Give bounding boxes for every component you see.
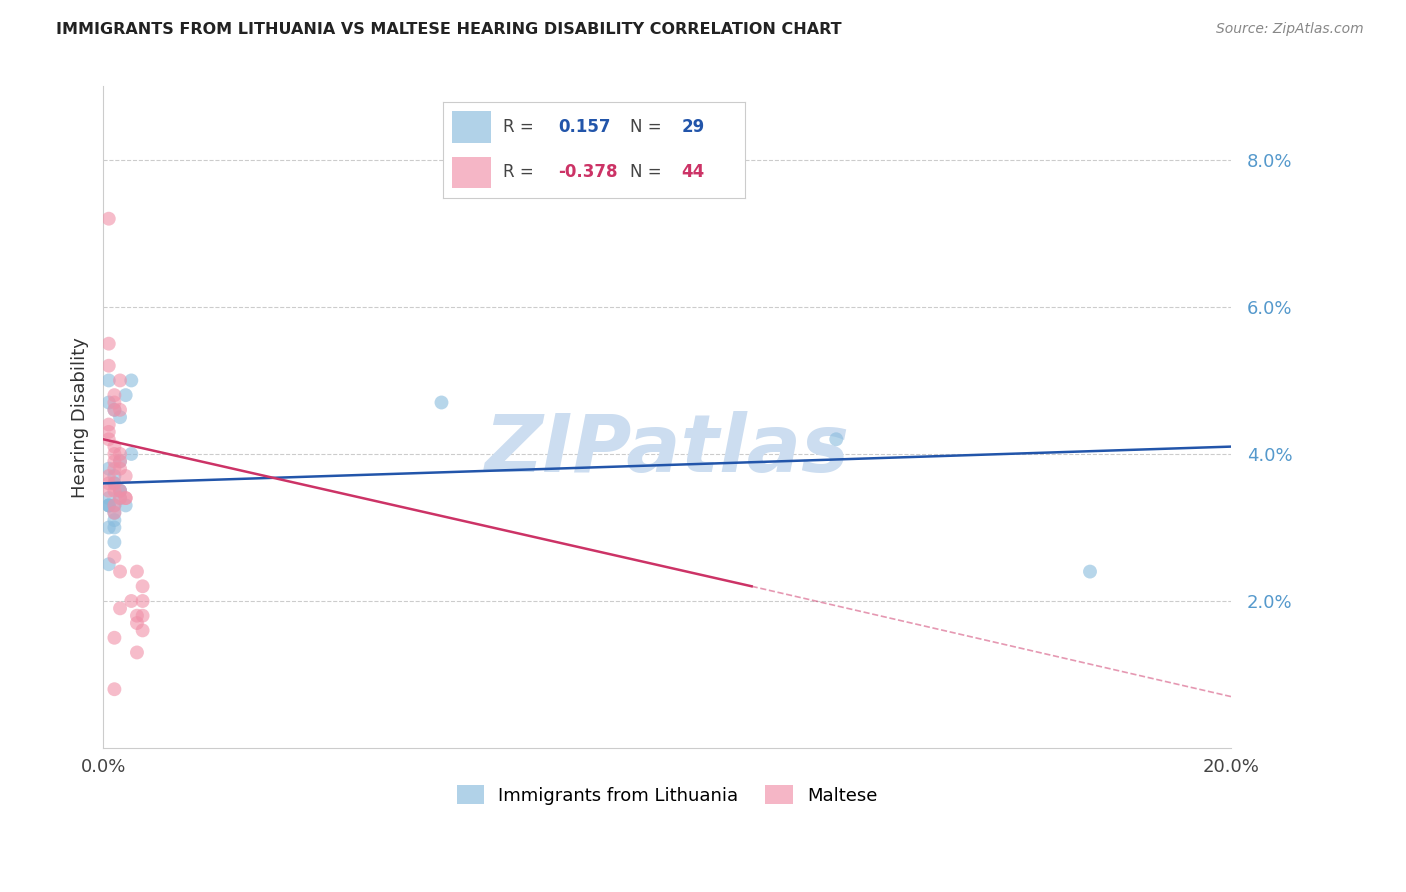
Point <box>108 565 131 579</box>
Point <box>131 624 153 638</box>
Point <box>97 359 120 373</box>
Point <box>97 483 120 498</box>
Point <box>108 402 131 417</box>
Point <box>97 499 120 513</box>
Point <box>430 395 453 409</box>
Point <box>108 454 131 468</box>
Point <box>125 645 148 659</box>
Text: 29: 29 <box>682 119 704 136</box>
Text: R =: R = <box>503 163 534 181</box>
Point <box>103 476 125 491</box>
Point <box>131 579 153 593</box>
Point <box>103 395 125 409</box>
Text: 0.157: 0.157 <box>558 119 610 136</box>
Point <box>103 483 125 498</box>
Point <box>103 535 125 549</box>
Point <box>131 608 153 623</box>
Point <box>103 402 125 417</box>
Point <box>97 499 120 513</box>
Point <box>103 682 125 697</box>
Point <box>108 601 131 615</box>
Point <box>131 594 153 608</box>
Point <box>108 373 131 387</box>
Point <box>97 336 120 351</box>
Point <box>103 499 125 513</box>
Point <box>103 461 125 475</box>
Point <box>103 506 125 520</box>
Point <box>108 454 131 468</box>
Point <box>103 520 125 534</box>
Text: R =: R = <box>503 119 534 136</box>
Legend: Immigrants from Lithuania, Maltese: Immigrants from Lithuania, Maltese <box>450 778 884 812</box>
Point <box>108 483 131 498</box>
Point <box>108 447 131 461</box>
Point <box>108 483 131 498</box>
Point <box>97 461 120 475</box>
Point <box>97 476 120 491</box>
Point <box>120 594 142 608</box>
Text: Source: ZipAtlas.com: Source: ZipAtlas.com <box>1216 22 1364 37</box>
Point <box>97 432 120 446</box>
Point <box>103 454 125 468</box>
Point <box>103 447 125 461</box>
Point <box>103 402 125 417</box>
Point <box>125 615 148 630</box>
Bar <box>451 157 491 188</box>
Point <box>114 388 136 402</box>
Point <box>825 432 848 446</box>
Point <box>103 499 125 513</box>
Point <box>97 469 120 483</box>
Point <box>114 491 136 505</box>
Point <box>103 631 125 645</box>
Point <box>125 565 148 579</box>
Point <box>103 549 125 564</box>
Point <box>114 499 136 513</box>
Point <box>103 388 125 402</box>
Point <box>97 373 120 387</box>
Point <box>103 476 125 491</box>
Point <box>97 499 120 513</box>
Point <box>108 461 131 475</box>
Point <box>108 410 131 425</box>
Text: 44: 44 <box>682 163 704 181</box>
Point <box>1078 565 1101 579</box>
Point <box>103 513 125 527</box>
Point <box>120 373 142 387</box>
Point <box>114 491 136 505</box>
Point <box>114 469 136 483</box>
Point <box>97 395 120 409</box>
Text: ZIPatlas: ZIPatlas <box>485 411 849 490</box>
Point <box>108 491 131 505</box>
Text: N =: N = <box>630 163 662 181</box>
Point <box>97 425 120 439</box>
Point <box>103 506 125 520</box>
Y-axis label: Hearing Disability: Hearing Disability <box>72 337 89 498</box>
Point <box>108 491 131 505</box>
Text: N =: N = <box>630 119 662 136</box>
Point <box>108 483 131 498</box>
Bar <box>451 112 491 143</box>
Point <box>97 417 120 432</box>
Point <box>103 469 125 483</box>
Point <box>97 491 120 505</box>
Point <box>103 440 125 454</box>
Text: IMMIGRANTS FROM LITHUANIA VS MALTESE HEARING DISABILITY CORRELATION CHART: IMMIGRANTS FROM LITHUANIA VS MALTESE HEA… <box>56 22 842 37</box>
Point <box>120 447 142 461</box>
Point <box>97 520 120 534</box>
Text: -0.378: -0.378 <box>558 163 617 181</box>
Point <box>97 211 120 226</box>
Point <box>125 608 148 623</box>
Point <box>97 558 120 572</box>
